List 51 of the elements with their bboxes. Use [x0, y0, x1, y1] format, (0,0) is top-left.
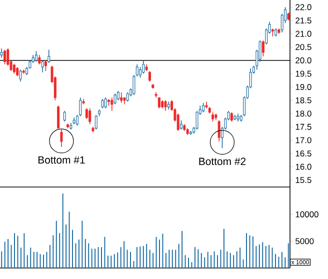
candlestick	[19, 69, 22, 82]
annotation: Bottom #1	[38, 156, 85, 164]
candlestick	[104, 97, 107, 109]
y-tick-label: 5000	[296, 238, 314, 244]
annotation: Bottom #2	[199, 158, 246, 166]
candlestick	[88, 108, 92, 125]
candlestick	[116, 90, 120, 101]
candlestick	[212, 112, 214, 122]
candlestick	[3, 49, 6, 65]
candlestick	[16, 66, 19, 77]
y-tick-label: 22.0	[296, 4, 312, 10]
candlestick	[202, 102, 205, 113]
candlestick	[148, 70, 151, 82]
candlestick	[126, 92, 129, 102]
y-tick-label: 10000	[296, 211, 318, 218]
y-tick-label: 19.0	[296, 84, 312, 90]
y-tick-label: 20.5	[296, 44, 312, 50]
candlestick	[44, 60, 47, 72]
candlestick	[48, 49, 50, 64]
y-tick-label: 16.5	[296, 150, 312, 156]
y-tick-label: 21.0	[296, 30, 312, 37]
y-tick-label: 18.0	[296, 110, 312, 117]
candlestick	[101, 98, 104, 109]
y-tick-label: 15.5	[296, 177, 312, 184]
candlestick	[76, 114, 78, 126]
y-tick-label: 17.5	[296, 124, 312, 130]
candlestick	[142, 60, 145, 74]
candlestick	[180, 120, 182, 130]
y-tick-label: 17.0	[296, 137, 312, 144]
candlestick	[94, 114, 98, 130]
candlestick	[164, 100, 167, 112]
candlestick	[218, 120, 220, 142]
y-tick-label: 19.5	[296, 70, 312, 77]
candlestick	[114, 93, 116, 105]
candlestick	[0, 48, 3, 58]
candlestick	[110, 97, 114, 112]
candlestick	[41, 60, 44, 73]
candlestick	[35, 50, 38, 62]
candlestick	[63, 110, 66, 122]
candlestick	[57, 105, 60, 129]
y-tick-label: 16.0	[296, 164, 312, 170]
candlestick	[60, 129, 63, 148]
y-tick-label: 20.0	[296, 57, 312, 64]
candlestick	[120, 92, 123, 104]
candlestick	[79, 97, 82, 117]
candlestick	[262, 40, 264, 57]
y-tick-label: 18.5	[296, 97, 312, 104]
candlestick	[230, 112, 233, 122]
candlestick	[38, 54, 41, 65]
y-tick-label: 21.5	[296, 17, 312, 24]
candlestick	[158, 97, 160, 109]
